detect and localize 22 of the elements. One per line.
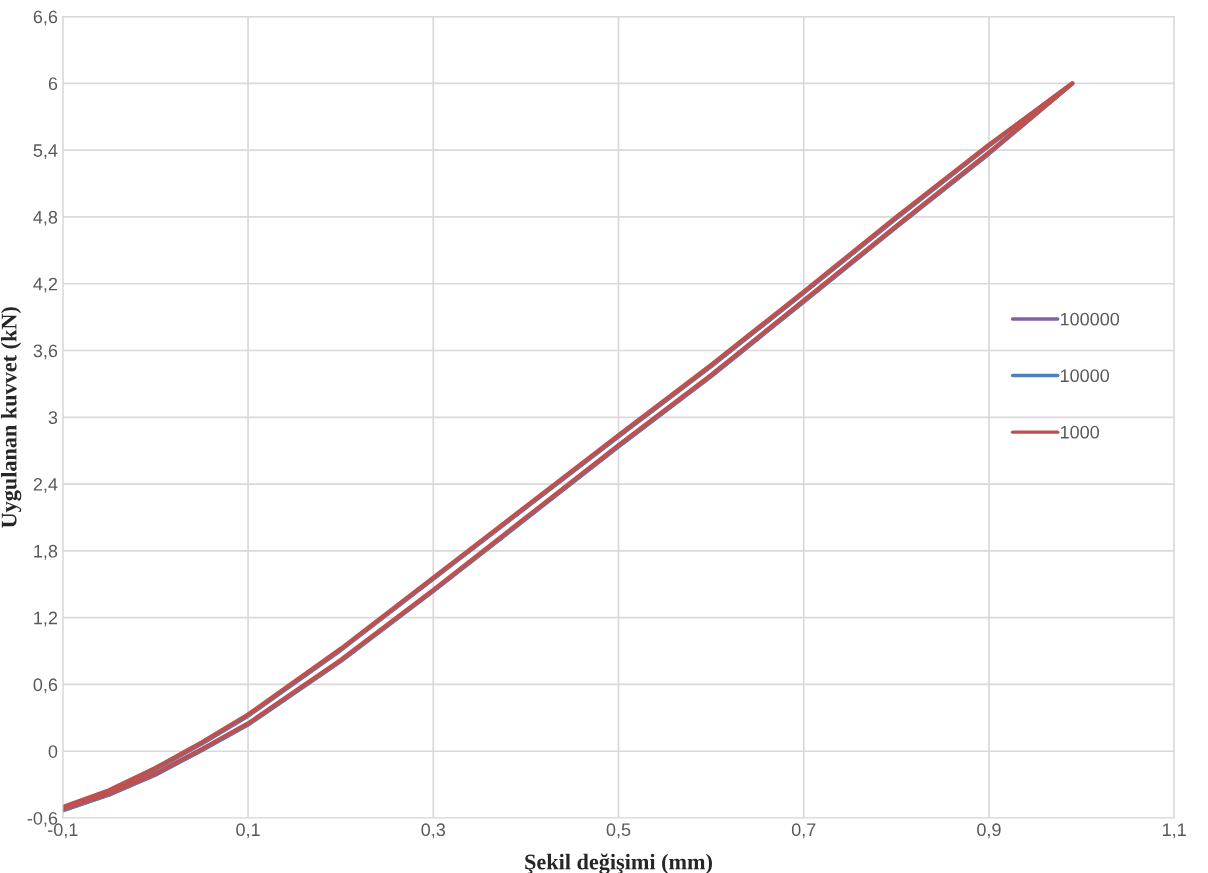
y-tick-label: 6 bbox=[48, 77, 58, 91]
y-tick-label: 5,4 bbox=[33, 144, 58, 160]
legend-label: 1000 bbox=[1060, 425, 1100, 439]
y-tick-label: 2,4 bbox=[33, 478, 58, 493]
x-tick-label: 0,7 bbox=[791, 823, 816, 839]
y-axis-title: Uygulanan kuvvet (kN) bbox=[0, 307, 22, 528]
y-tick-label: 4,2 bbox=[33, 277, 58, 293]
y-tick-label: 1,2 bbox=[34, 611, 58, 627]
y-tick-label: 3 bbox=[48, 411, 58, 425]
legend-label: 100000 bbox=[1060, 312, 1120, 326]
y-tick-label: 0,6 bbox=[33, 678, 58, 694]
x-tick-label: 0,5 bbox=[606, 823, 631, 839]
x-tick-label: 0,9 bbox=[977, 823, 1001, 839]
y-tick-label: 1,8 bbox=[34, 544, 58, 560]
y-tick-label: 0 bbox=[48, 745, 58, 758]
x-tick-label: 1,1 bbox=[1163, 823, 1186, 839]
x-tick-label: 0,1 bbox=[236, 823, 260, 839]
y-tick-label: 3,6 bbox=[33, 344, 58, 360]
y-tick-label: 4,8 bbox=[33, 210, 58, 226]
legend-label: 10000 bbox=[1060, 369, 1110, 383]
x-tick-label: 0,3 bbox=[421, 823, 446, 839]
y-tick-label: 6,6 bbox=[33, 10, 58, 26]
